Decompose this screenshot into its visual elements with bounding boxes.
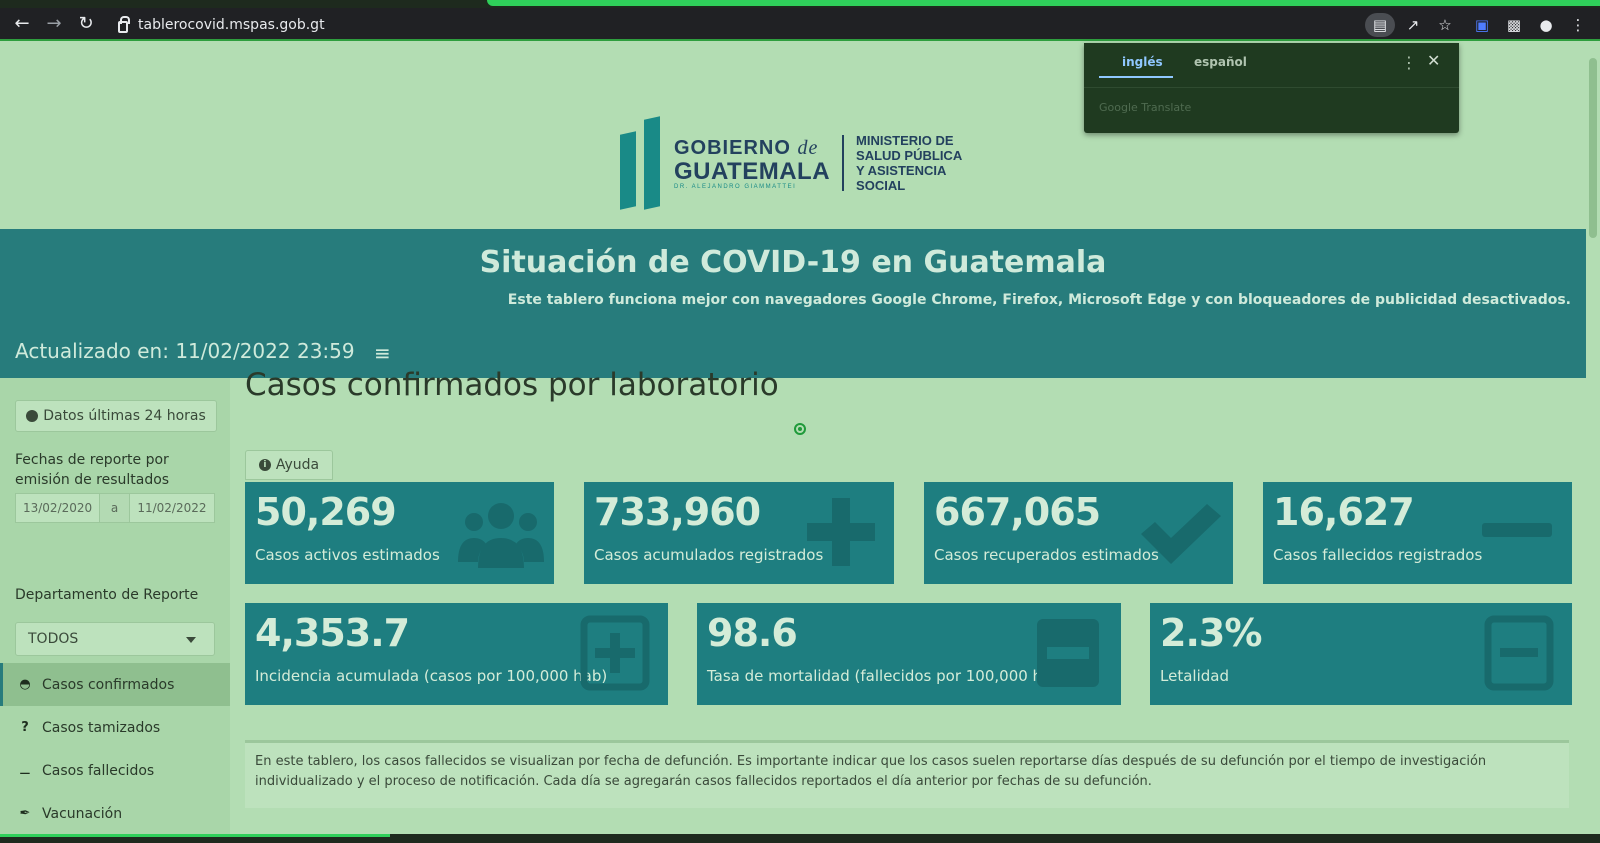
lock-icon <box>118 16 130 33</box>
caret-down-icon <box>186 637 196 643</box>
crosshair-icon <box>794 423 806 435</box>
dashboard-icon: ◓ <box>19 677 31 692</box>
more-options-icon[interactable]: ⋮ <box>1401 53 1417 72</box>
translate-popup: inglés español ⋮ ✕ Google Translate <box>1084 43 1459 133</box>
minus-square-filled-icon <box>1037 619 1099 687</box>
page-scrollbar[interactable] <box>1586 43 1600 834</box>
ministry-logo-text: MINISTERIO DE SALUD PÚBLICA Y ASISTENCIA… <box>856 133 963 193</box>
tab-highlight <box>487 0 1600 6</box>
card-casos-activos: 50,269 Casos activos estimados <box>245 482 554 584</box>
page-title: Situación de COVID-19 en Guatemala <box>479 245 1107 280</box>
page-content: GOBIERNO de GUATEMALA DR. ALEJANDRO GIAM… <box>0 43 1586 834</box>
extension-icon[interactable]: ▣ <box>1474 16 1490 34</box>
plus-square-icon <box>580 615 650 691</box>
checkmark-icon <box>1141 504 1221 564</box>
bookmark-star-icon[interactable]: ☆ <box>1438 16 1452 34</box>
logo-mark-icon <box>620 116 660 210</box>
reload-icon[interactable]: ↻ <box>78 13 94 34</box>
sidebar-item-casos-fallecidos[interactable]: ⚊ Casos fallecidos <box>19 762 155 779</box>
card-incidencia: 4,353.7 Incidencia acumulada (casos por … <box>245 603 668 705</box>
date-to-input[interactable]: 11/02/2022 <box>137 501 207 515</box>
date-from-input[interactable]: 13/02/2020 <box>16 494 101 522</box>
minus-square-icon <box>1484 615 1554 691</box>
info-note: En este tablero, los casos fallecidos se… <box>245 740 1569 808</box>
translate-icon[interactable]: ▤ <box>1365 13 1395 37</box>
help-button[interactable]: i Ayuda <box>245 450 333 480</box>
kebab-menu-icon[interactable]: ⋮ <box>1570 16 1586 34</box>
question-icon: ? <box>21 720 29 735</box>
card-casos-recuperados: 667,065 Casos recuperados estimados <box>924 482 1233 584</box>
department-label: Departamento de Reporte <box>15 587 199 603</box>
gobierno-logo-text: GOBIERNO de GUATEMALA DR. ALEJANDRO GIAM… <box>674 136 831 190</box>
close-icon[interactable]: ✕ <box>1427 51 1441 70</box>
syringe-icon: ✒ <box>19 806 31 821</box>
users-icon <box>458 503 544 568</box>
card-casos-acumulados: 733,960 Casos acumulados registrados <box>584 482 894 584</box>
address-bar[interactable]: tablerocovid.mspas.gob.gt <box>118 13 325 37</box>
minus-icon <box>1482 523 1552 537</box>
title-banner: Situación de COVID-19 en Guatemala Este … <box>0 229 1586 378</box>
plus-icon <box>807 498 875 566</box>
scrollbar-thumb[interactable] <box>1589 58 1597 238</box>
profile-avatar-icon[interactable]: ● <box>1539 16 1553 34</box>
share-icon[interactable]: ↗ <box>1406 16 1420 34</box>
sidebar: Datos últimas 24 horas Fechas de reporte… <box>0 378 230 834</box>
sidebar-item-vacunacion[interactable]: ✒ Vacunación <box>19 805 123 822</box>
forward-icon[interactable]: → <box>46 13 62 34</box>
back-icon[interactable]: ← <box>14 13 30 34</box>
last-24h-button[interactable]: Datos últimas 24 horas <box>15 400 217 432</box>
minus-circle-icon: ⚊ <box>19 763 31 778</box>
tab-ingles[interactable]: inglés <box>1122 55 1163 69</box>
dates-label: Fechas de reporte por emisión de resulta… <box>15 452 170 488</box>
translate-brand: Google Translate <box>1099 101 1192 114</box>
sidebar-item-casos-confirmados[interactable]: ◓ Casos confirmados <box>0 663 230 706</box>
puzzle-icon[interactable]: ▩ <box>1506 16 1522 34</box>
card-mortalidad: 98.6 Tasa de mortalidad (fallecidos por … <box>697 603 1121 705</box>
taskbar-strip <box>0 834 1600 843</box>
card-letalidad: 2.3% Letalidad <box>1150 603 1572 705</box>
department-select[interactable]: TODOS <box>15 622 215 656</box>
date-separator: a <box>100 494 130 522</box>
date-range-input: 13/02/2020 a 11/02/2022 <box>15 493 215 523</box>
clock-icon <box>26 410 39 422</box>
logo-divider <box>842 135 845 191</box>
header-logo: GOBIERNO de GUATEMALA DR. ALEJANDRO GIAM… <box>620 113 962 213</box>
browser-notice: Este tablero funciona mejor con navegado… <box>507 292 1571 308</box>
hamburger-menu-icon[interactable]: ≡ <box>374 341 391 365</box>
sidebar-item-casos-tamizados[interactable]: ? Casos tamizados <box>0 706 230 749</box>
updated-timestamp: Actualizado en: 11/02/2022 23:59 <box>15 339 355 363</box>
tab-espanol[interactable]: español <box>1194 55 1247 69</box>
window-top-strip <box>0 0 1600 8</box>
active-tab-underline <box>1099 76 1173 78</box>
browser-toolbar: ← → ↻ tablerocovid.mspas.gob.gt ▤ ↗ ☆ ▣ … <box>0 8 1600 41</box>
divider <box>1084 87 1459 88</box>
info-icon: i <box>258 459 271 471</box>
section-title: Casos confirmados por laboratorio <box>245 367 779 403</box>
card-casos-fallecidos: 16,627 Casos fallecidos registrados <box>1263 482 1572 584</box>
url-text: tablerocovid.mspas.gob.gt <box>138 17 325 33</box>
